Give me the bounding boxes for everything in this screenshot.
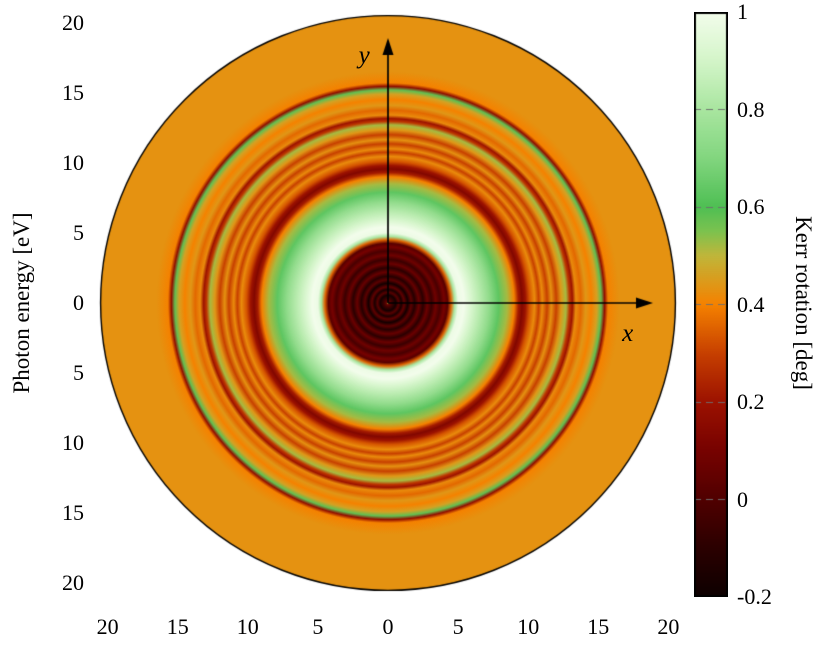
colorbar-label: Kerr rotation [deg] bbox=[791, 216, 816, 390]
y-tick-label: 20 bbox=[62, 9, 84, 35]
x-arrow-label: x bbox=[622, 319, 634, 347]
cb-tick-label: 0.2 bbox=[737, 389, 765, 414]
x-tick-label: 10 bbox=[517, 614, 540, 639]
y-tick-label: 20 bbox=[62, 570, 84, 596]
y-tick-label: 15 bbox=[62, 79, 84, 105]
cb-tick-label: 0.6 bbox=[737, 194, 765, 219]
y-arrow-label: y bbox=[358, 42, 370, 70]
x-tick-label: 20 bbox=[657, 614, 680, 639]
y-tick-label: 10 bbox=[62, 430, 84, 456]
x-tick-label: 5 bbox=[452, 614, 464, 639]
y-tick-label: 15 bbox=[62, 500, 84, 526]
x-tick-label: 0 bbox=[382, 614, 394, 639]
x-tick-label: 10 bbox=[236, 614, 259, 639]
x-tick-label: 20 bbox=[96, 614, 119, 639]
cb-tick-label: 0 bbox=[737, 486, 748, 512]
y-tick-label: 5 bbox=[73, 219, 84, 245]
y-tick-label: 10 bbox=[62, 149, 84, 175]
x-tick-label: 15 bbox=[166, 614, 189, 639]
cb-tick-label: 0.8 bbox=[737, 96, 765, 122]
cb-tick-label: 0.4 bbox=[737, 291, 765, 317]
x-tick-label: 15 bbox=[587, 614, 610, 639]
cb-tick-label: -0.2 bbox=[737, 584, 772, 609]
y-tick-label: 5 bbox=[73, 360, 84, 386]
y-tick-label: 0 bbox=[73, 290, 84, 315]
colorbar-canvas bbox=[694, 12, 728, 597]
cb-tick-label: 1 bbox=[737, 0, 748, 24]
x-tick-label: 5 bbox=[312, 614, 324, 639]
